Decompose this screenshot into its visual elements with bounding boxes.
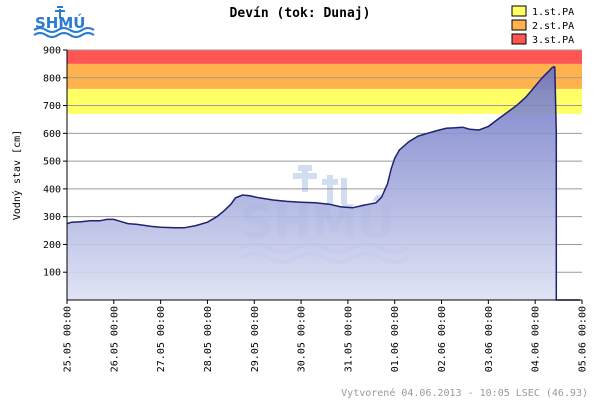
y-tick-label-500: 500 bbox=[43, 157, 61, 168]
x-tick-label-3: 28.05 00:00 bbox=[203, 306, 214, 372]
y-tick-label-800: 800 bbox=[43, 73, 61, 84]
x-tick-label-5: 30.05 00:00 bbox=[297, 306, 308, 372]
legend-swatch-3 bbox=[511, 33, 527, 45]
legend: 1.st.PA 2.st.PA 3.st.PA bbox=[511, 5, 574, 46]
x-ticks: 25.05 00:00 26.05 00:00 27.05 00:00 28.05 0… bbox=[63, 300, 589, 372]
x-tick-label-11: 05.06 00:00 bbox=[578, 306, 589, 372]
y-tick-label-300: 300 bbox=[43, 212, 61, 223]
x-tick-label-8: 02.06 00:00 bbox=[437, 306, 448, 372]
x-tick-label-0: 25.05 00:00 bbox=[63, 306, 74, 372]
y-tick-label-600: 600 bbox=[43, 129, 61, 140]
x-tick-label-9: 03.06 00:00 bbox=[484, 306, 495, 372]
threshold-band-2 bbox=[67, 63, 582, 89]
legend-label-2: 2.st.PA bbox=[532, 21, 574, 32]
y-tick-label-900: 900 bbox=[43, 46, 61, 57]
x-tick-label-4: 29.05 00:00 bbox=[250, 306, 261, 372]
series-area bbox=[66, 65, 580, 301]
y-tick-label-100: 100 bbox=[43, 268, 61, 279]
chart-title: Devín (tok: Dunaj) bbox=[230, 6, 371, 21]
x-tick-label-7: 01.06 00:00 bbox=[390, 306, 401, 372]
legend-label-1: 1.st.PA bbox=[532, 7, 574, 18]
y-axis-label: Vodný stav [cm] bbox=[11, 130, 23, 220]
footer-created: Vytvorené 04.06.2013 - 10:05 LSEC (46.93… bbox=[341, 387, 588, 399]
y-tick-label-700: 700 bbox=[43, 101, 61, 112]
x-tick-label-2: 27.05 00:00 bbox=[156, 306, 167, 372]
series-line bbox=[66, 65, 580, 301]
y-tick-label-200: 200 bbox=[43, 240, 61, 251]
threshold-band-3 bbox=[67, 50, 582, 64]
axes bbox=[66, 50, 582, 301]
y-ticks: 100 200 300 400 500 600 700 800 900 bbox=[43, 46, 67, 279]
y-tick-label-400: 400 bbox=[43, 184, 61, 195]
logo-text: SHMÚ bbox=[35, 13, 85, 32]
series-fill bbox=[67, 66, 557, 300]
legend-label-3: 3.st.PA bbox=[532, 35, 574, 46]
legend-swatch-2 bbox=[511, 19, 527, 31]
x-tick-label-6: 31.05 00:00 bbox=[343, 306, 354, 372]
threshold-bands bbox=[67, 50, 582, 114]
logo-waves-icon bbox=[33, 6, 95, 38]
x-tick-label-1: 26.05 00:00 bbox=[109, 306, 120, 372]
legend-swatch-1 bbox=[511, 5, 527, 17]
threshold-band-1 bbox=[67, 88, 582, 114]
x-tick-label-10: 04.06 00:00 bbox=[531, 306, 542, 372]
shmu-logo: SHMÚ bbox=[33, 6, 95, 38]
